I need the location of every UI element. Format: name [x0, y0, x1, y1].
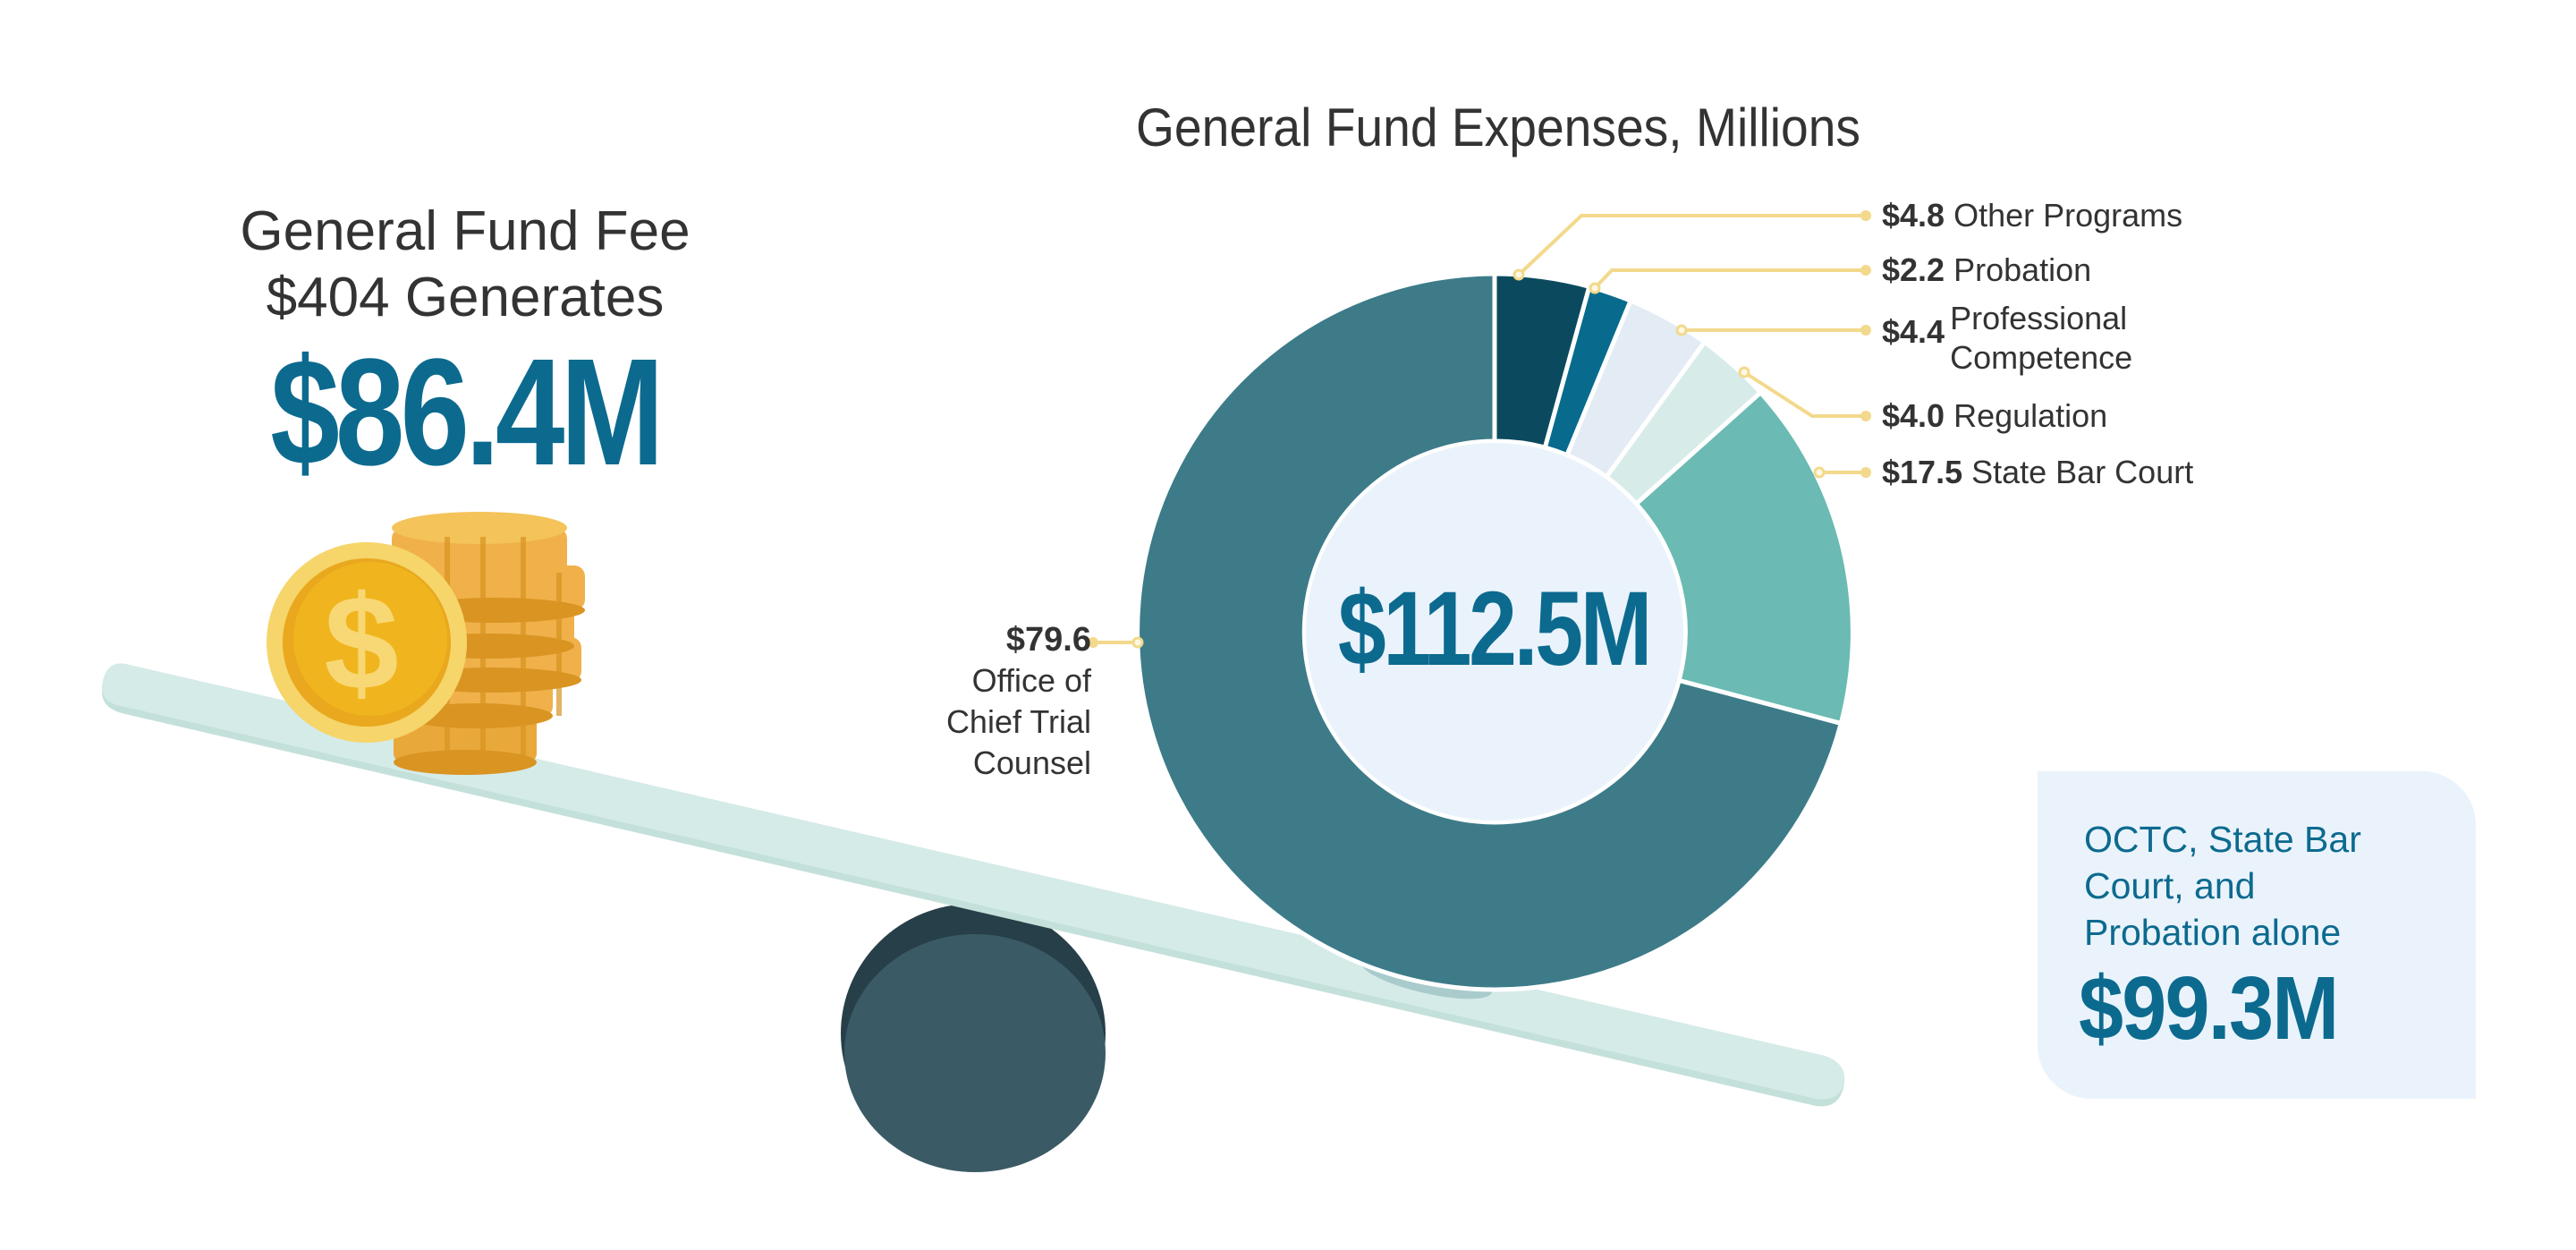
label-text: Probation — [1953, 251, 2092, 288]
chart-title: General Fund Expenses, Millions — [1135, 98, 1861, 157]
label-text-line-1: Office of — [971, 662, 1091, 699]
fee-line-2: $404 Generates — [266, 267, 665, 328]
leader-anchors — [1131, 268, 1826, 649]
label-text: Professional Competence — [1950, 300, 2133, 376]
label-text: Other Programs — [1953, 197, 2183, 234]
label-text-line-2: Chief Trial — [945, 703, 1091, 740]
coin-stack-icon: $ — [267, 512, 585, 775]
label-other-programs: $4.8 Other Programs — [1882, 197, 2182, 234]
label-text: State Bar Court — [1971, 454, 2194, 490]
donut-hole — [1306, 443, 1683, 821]
fee-generated-amount: $86.4M — [270, 327, 664, 497]
label-octc: $79.6 Office of Chief Trial Counsel — [859, 619, 1091, 784]
label-probation: $2.2 Probation — [1882, 251, 2091, 289]
fee-line-1: General Fund Fee — [240, 200, 691, 262]
label-regulation: $4.0 Regulation — [1882, 397, 2107, 435]
subtotal-callout: OCTC, State Bar Court, and Probation alo… — [2038, 771, 2476, 1099]
leader-lines — [1093, 214, 1866, 644]
label-text: Regulation — [1953, 397, 2108, 434]
label-value: $4.4 — [1882, 313, 1945, 350]
donut-chart — [1135, 271, 1855, 992]
donut-center-total: $112.5M — [1337, 570, 1653, 688]
fulcrum — [841, 904, 1106, 1172]
label-value: $79.6 — [1005, 621, 1091, 659]
label-state-bar-court: $17.5 State Bar Court — [1882, 454, 2193, 491]
label-professional-competence: $4.4 Professional Competence — [1882, 299, 2132, 378]
segment-octc[interactable] — [1135, 271, 1844, 992]
label-value: $17.5 — [1882, 454, 1963, 490]
label-value: $4.0 — [1882, 397, 1945, 434]
callout-amount: $99.3M — [2079, 958, 2339, 1059]
leader-dots — [1088, 210, 1871, 648]
fee-headline: General Fund Fee $404 Generates $86.4M — [197, 199, 733, 489]
label-value: $2.2 — [1882, 251, 1945, 288]
label-text-line-3: Counsel — [972, 744, 1091, 781]
svg-text:$: $ — [324, 567, 398, 718]
callout-description: OCTC, State Bar Court, and Probation alo… — [2084, 819, 2361, 953]
segment-state-bar-court[interactable] — [1632, 389, 1855, 727]
label-value: $4.8 — [1882, 197, 1945, 234]
